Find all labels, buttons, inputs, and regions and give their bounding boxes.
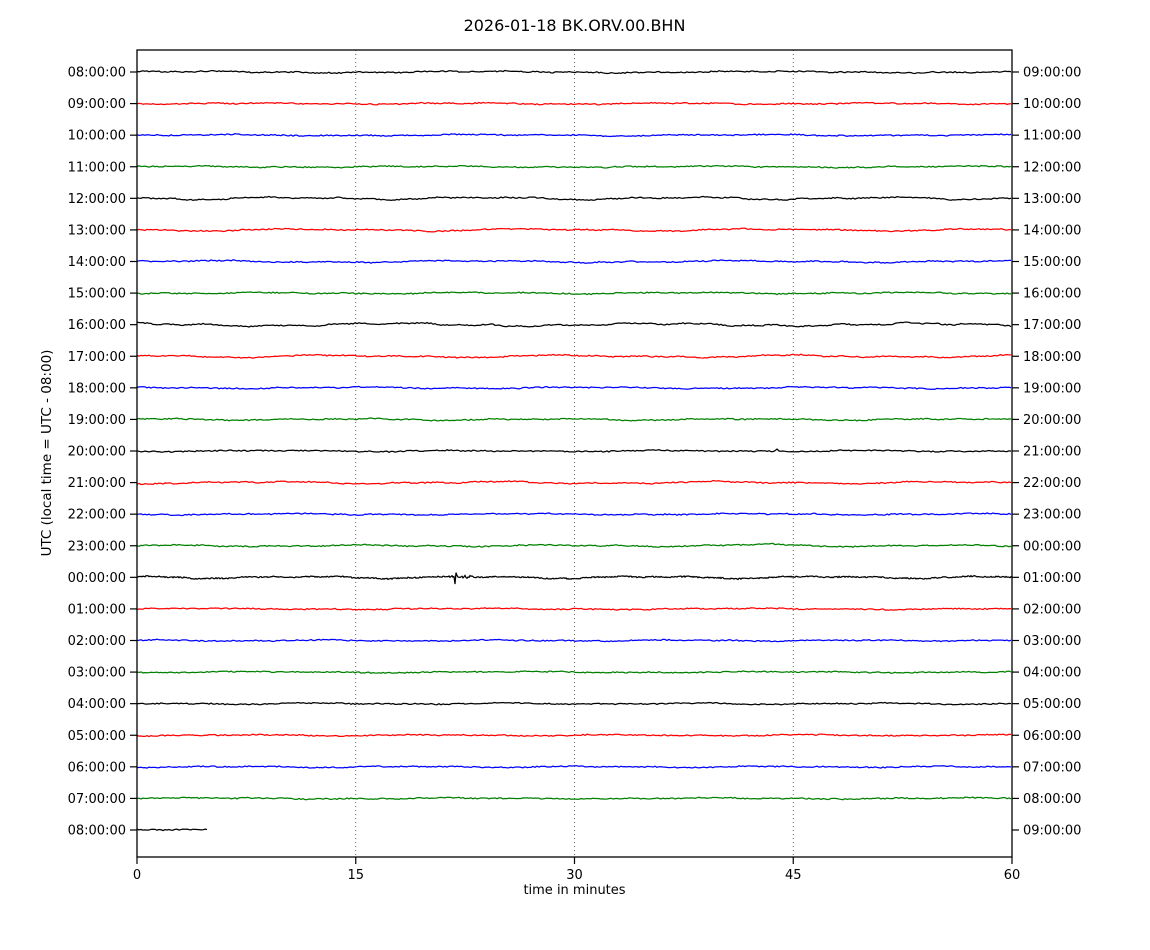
utc-start-label: 18:00:00 [68, 381, 126, 396]
seismic-trace-110000 [136, 164, 1012, 169]
seismic-trace-130000 [136, 227, 1012, 233]
utc-start-label: 09:00:00 [68, 97, 126, 112]
utc-start-label: 08:00:00 [68, 66, 126, 81]
utc-start-label: 01:00:00 [68, 602, 126, 617]
utc-start-label: 07:00:00 [68, 792, 126, 807]
utc-end-label: 03:00:00 [1023, 634, 1081, 649]
figure-title: 2026-01-18 BK.ORV.00.BHN [463, 16, 686, 35]
utc-end-label: 08:00:00 [1023, 792, 1081, 807]
utc-start-label: 05:00:00 [68, 729, 126, 744]
seismic-trace-210000 [136, 479, 1012, 486]
utc-end-label: 02:00:00 [1023, 602, 1081, 617]
seismic-trace-080000 [136, 69, 1012, 75]
seismic-trace-060000 [136, 765, 1012, 769]
seismic-trace-140000 [136, 259, 1012, 264]
utc-start-label: 02:00:00 [68, 634, 126, 649]
utc-end-label: 22:00:00 [1023, 476, 1081, 491]
utc-start-label: 10:00:00 [68, 129, 126, 144]
utc-end-label: 21:00:00 [1023, 445, 1081, 460]
utc-end-label: 13:00:00 [1023, 192, 1081, 207]
utc-end-label: 17:00:00 [1023, 318, 1081, 333]
utc-end-label: 23:00:00 [1023, 508, 1081, 523]
utc-end-label: 01:00:00 [1023, 571, 1081, 586]
utc-end-label: 14:00:00 [1023, 223, 1081, 238]
seismic-trace-200000 [136, 448, 1012, 454]
seismic-trace-000000 [136, 572, 1013, 585]
utc-start-label: 00:00:00 [68, 571, 126, 586]
seismic-trace-180000 [136, 385, 1012, 391]
utc-start-label: 20:00:00 [68, 445, 126, 460]
seismic-trace-150000 [136, 291, 1012, 296]
seismic-trace-070000 [136, 796, 1012, 801]
seismic-trace-030000 [136, 670, 1012, 674]
seismic-trace-040000 [136, 701, 1012, 706]
seismic-trace-220000 [136, 512, 1012, 517]
utc-start-label: 17:00:00 [68, 350, 126, 365]
seismic-trace-190000 [136, 417, 1012, 422]
seismic-trace-010000 [136, 607, 1012, 611]
utc-end-label: 07:00:00 [1023, 760, 1081, 775]
utc-end-label: 04:00:00 [1023, 666, 1081, 681]
utc-start-label: 06:00:00 [68, 760, 126, 775]
minute-tick-label: 45 [785, 868, 802, 883]
utc-start-label: 16:00:00 [68, 318, 126, 333]
utc-start-label: 13:00:00 [68, 223, 126, 238]
x-axis-label: time in minutes [523, 883, 626, 898]
utc-end-label: 16:00:00 [1023, 287, 1081, 302]
seismic-trace-170000 [136, 353, 1012, 359]
utc-end-label: 18:00:00 [1023, 350, 1081, 365]
utc-start-label: 15:00:00 [68, 287, 126, 302]
seismic-trace-080000 [136, 828, 208, 832]
utc-start-label: 14:00:00 [68, 255, 126, 270]
utc-start-label: 11:00:00 [68, 160, 126, 175]
minute-tick-label: 15 [347, 868, 364, 883]
utc-end-label: 09:00:00 [1023, 66, 1081, 81]
utc-start-label: 21:00:00 [68, 476, 126, 491]
utc-end-label: 15:00:00 [1023, 255, 1081, 270]
seismic-trace-050000 [136, 733, 1012, 738]
seismic-trace-090000 [136, 101, 1012, 106]
minute-tick-label: 0 [133, 868, 141, 883]
utc-start-label: 22:00:00 [68, 508, 126, 523]
utc-end-label: 19:00:00 [1023, 381, 1081, 396]
seismic-trace-120000 [136, 195, 1012, 202]
utc-start-label: 12:00:00 [68, 192, 126, 207]
utc-start-label: 03:00:00 [68, 666, 126, 681]
seismic-trace-020000 [136, 638, 1012, 643]
utc-start-label: 19:00:00 [68, 413, 126, 428]
seismic-trace-230000 [136, 542, 1012, 548]
utc-end-label: 10:00:00 [1023, 97, 1081, 112]
minute-tick-label: 30 [566, 868, 583, 883]
utc-end-label: 20:00:00 [1023, 413, 1081, 428]
seismic-trace-100000 [136, 133, 1012, 138]
seismic-trace-160000 [136, 321, 1012, 328]
utc-start-label: 08:00:00 [68, 824, 126, 839]
minute-tick-label: 60 [1004, 868, 1021, 883]
utc-end-label: 05:00:00 [1023, 697, 1081, 712]
utc-end-label: 11:00:00 [1023, 129, 1081, 144]
utc-end-label: 06:00:00 [1023, 729, 1081, 744]
utc-start-label: 23:00:00 [68, 539, 126, 554]
utc-end-label: 12:00:00 [1023, 160, 1081, 175]
utc-start-label: 04:00:00 [68, 697, 126, 712]
utc-end-label: 00:00:00 [1023, 539, 1081, 554]
utc-end-label: 09:00:00 [1023, 824, 1081, 839]
